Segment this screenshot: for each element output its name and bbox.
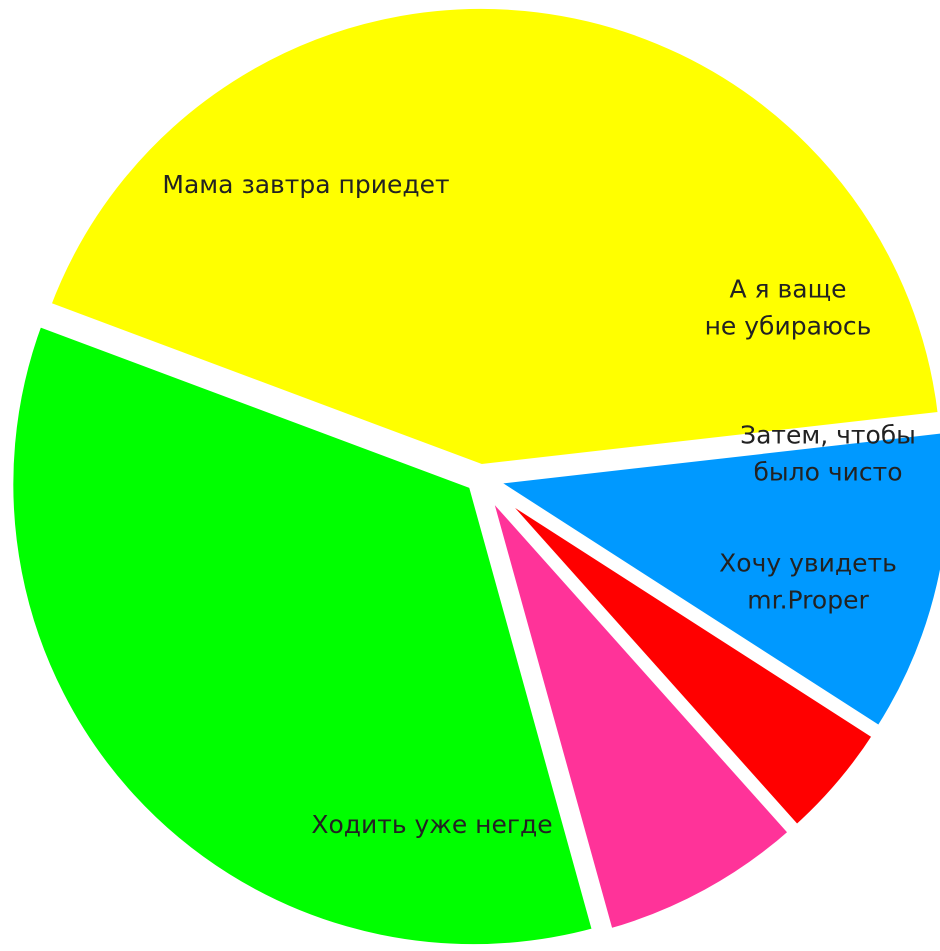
slice-label-line: Хочу увидеть xyxy=(719,549,897,578)
slice-label: Ходить уже негде xyxy=(311,810,552,839)
pie-slice xyxy=(40,0,940,475)
slice-label-line: Затем, чтобы xyxy=(740,421,916,450)
slice-label: Хочу увидеть mr.Proper xyxy=(719,549,897,615)
pie-slice xyxy=(3,316,603,951)
slice-label: Мама завтра приедет xyxy=(162,170,449,199)
slice-label-line: было чисто xyxy=(754,458,903,487)
slice-label: А я ваще не убираюсь xyxy=(705,275,872,341)
slice-label-line: Мама завтра приедет xyxy=(162,170,449,199)
slice-label-line: mr.Proper xyxy=(747,586,869,615)
slice-label-line: А я ваще xyxy=(729,275,846,304)
slice-label-line: не убираюсь xyxy=(705,312,872,341)
slice-label: Затем, чтобы было чисто xyxy=(740,421,916,487)
slice-label-line: Ходить уже негде xyxy=(311,810,552,839)
pie-slices xyxy=(3,0,940,951)
pie-slice xyxy=(479,480,800,939)
pie-labels: А я ваще не убираюсь Затем, чтобы было чист… xyxy=(162,170,915,839)
pie-slice xyxy=(483,423,940,737)
